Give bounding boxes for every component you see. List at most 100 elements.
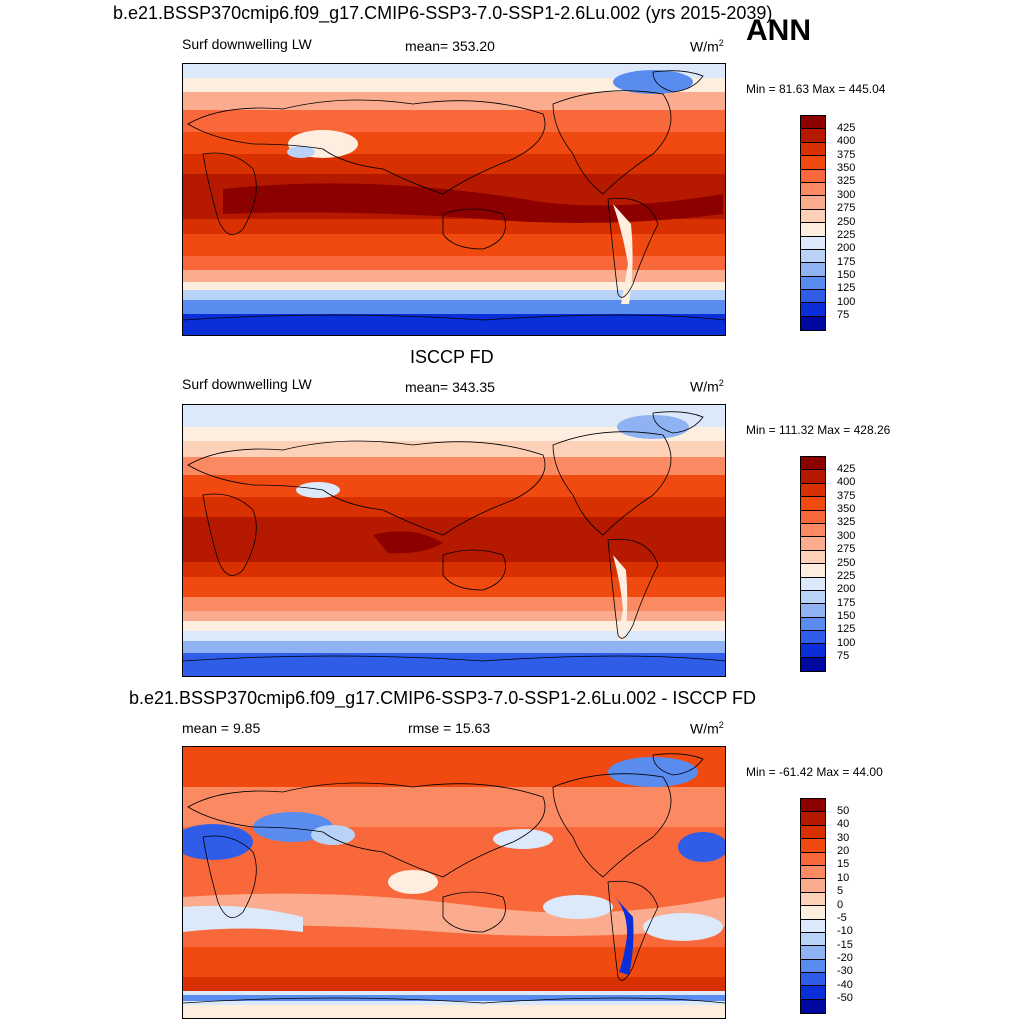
colorbar-seg	[801, 852, 825, 866]
colorbar-seg	[801, 290, 825, 304]
colorbar-seg	[801, 223, 825, 237]
colorbar-seg	[801, 946, 825, 960]
colorbar-seg	[801, 457, 825, 471]
colorbar-seg	[801, 276, 825, 291]
colorbar-seg	[801, 510, 825, 524]
panel2-minmax: Min = 111.32 Max = 428.26	[746, 423, 891, 437]
colorbar-tick: 100	[837, 296, 856, 308]
colorbar-seg	[801, 156, 825, 170]
colorbar-tick: 150	[837, 269, 856, 281]
panel1-colorbar	[800, 115, 826, 331]
colorbar-tick: 15	[837, 858, 850, 870]
colorbar-tick: 225	[837, 229, 856, 241]
colorbar-seg	[801, 142, 825, 157]
panel2-units: W/m2	[690, 378, 724, 395]
colorbar-seg	[801, 865, 825, 880]
colorbar-seg	[801, 839, 825, 853]
colorbar-seg	[801, 986, 825, 1000]
colorbar-tick: 300	[837, 530, 856, 542]
panel2-title: ISCCP FD	[410, 347, 494, 367]
colorbar-tick: 425	[837, 122, 856, 134]
colorbar-tick: 350	[837, 503, 856, 515]
colorbar-seg	[801, 604, 825, 618]
colorbar-tick: 175	[837, 256, 856, 268]
colorbar-seg	[801, 263, 825, 277]
panel3-rmse-label: rmse = 15.63	[408, 720, 491, 736]
colorbar-tick: 125	[837, 623, 856, 635]
colorbar-tick: -20	[837, 952, 853, 964]
colorbar-tick: 375	[837, 490, 856, 502]
panel3-map-svg	[183, 747, 725, 1018]
colorbar-tick: 175	[837, 597, 856, 609]
colorbar-seg	[801, 657, 825, 672]
colorbar-seg	[801, 825, 825, 840]
colorbar-seg	[801, 196, 825, 210]
panel3-minmax: Min = -61.42 Max = 44.00	[746, 765, 883, 779]
panel2-variable-label: Surf downwelling LW	[182, 376, 312, 392]
colorbar-tick: 0	[837, 899, 844, 911]
colorbar-tick: 400	[837, 476, 856, 488]
colorbar-tick: 300	[837, 189, 856, 201]
colorbar-tick: 200	[837, 583, 856, 595]
panel3-colorbar	[800, 798, 826, 1014]
colorbar-tick: 150	[837, 610, 856, 622]
colorbar-seg	[801, 932, 825, 947]
colorbar-seg	[801, 906, 825, 920]
colorbar-seg	[801, 799, 825, 813]
colorbar-tick: 40	[837, 818, 850, 830]
colorbar-tick: 10	[837, 872, 850, 884]
colorbar-seg	[801, 550, 825, 565]
colorbar-seg	[801, 182, 825, 197]
colorbar-seg	[801, 973, 825, 987]
panel2-mean-label: mean= 343.35	[405, 379, 495, 395]
colorbar-seg	[801, 892, 825, 907]
colorbar-seg	[801, 316, 825, 331]
colorbar-seg	[801, 564, 825, 578]
colorbar-tick: 250	[837, 216, 856, 228]
panel1-units: W/m2	[690, 38, 724, 55]
colorbar-tick: 275	[837, 543, 856, 555]
colorbar-tick: 30	[837, 832, 850, 844]
colorbar-tick: -10	[837, 925, 853, 937]
colorbar-seg	[801, 169, 825, 183]
colorbar-tick: 400	[837, 135, 856, 147]
colorbar-seg	[801, 959, 825, 974]
panel1-minmax: Min = 81.63 Max = 445.04	[746, 82, 886, 96]
colorbar-tick: 20	[837, 845, 850, 857]
season-label: ANN	[746, 14, 811, 47]
colorbar-seg	[801, 879, 825, 893]
colorbar-seg	[801, 483, 825, 498]
colorbar-seg	[801, 590, 825, 605]
colorbar-tick: 425	[837, 463, 856, 475]
panel3-map	[182, 746, 726, 1019]
colorbar-tick: 75	[837, 650, 850, 662]
colorbar-tick: 325	[837, 516, 856, 528]
colorbar-seg	[801, 236, 825, 250]
colorbar-tick: 50	[837, 805, 850, 817]
colorbar-seg	[801, 249, 825, 264]
panel2-map-svg	[183, 405, 725, 676]
colorbar-seg	[801, 999, 825, 1014]
colorbar-seg	[801, 919, 825, 933]
colorbar-tick: 275	[837, 202, 856, 214]
colorbar-seg	[801, 644, 825, 658]
panel3-units: W/m2	[690, 720, 724, 737]
colorbar-seg	[801, 537, 825, 551]
colorbar-tick: 225	[837, 570, 856, 582]
colorbar-seg	[801, 116, 825, 130]
colorbar-seg	[801, 470, 825, 484]
panel1-map	[182, 63, 726, 336]
colorbar-seg	[801, 129, 825, 143]
colorbar-seg	[801, 523, 825, 538]
colorbar-tick: 75	[837, 309, 850, 321]
panel1-map-svg	[183, 64, 725, 335]
colorbar-seg	[801, 209, 825, 224]
panel1-variable-label: Surf downwelling LW	[182, 36, 312, 52]
colorbar-tick: 100	[837, 637, 856, 649]
colorbar-tick: -5	[837, 912, 847, 924]
colorbar-tick: -40	[837, 979, 853, 991]
colorbar-seg	[801, 497, 825, 511]
panel1-title: b.e21.BSSP370cmip6.f09_g17.CMIP6-SSP3-7.…	[113, 3, 773, 23]
panel1-mean-label: mean= 353.20	[405, 38, 495, 54]
colorbar-tick: 350	[837, 162, 856, 174]
